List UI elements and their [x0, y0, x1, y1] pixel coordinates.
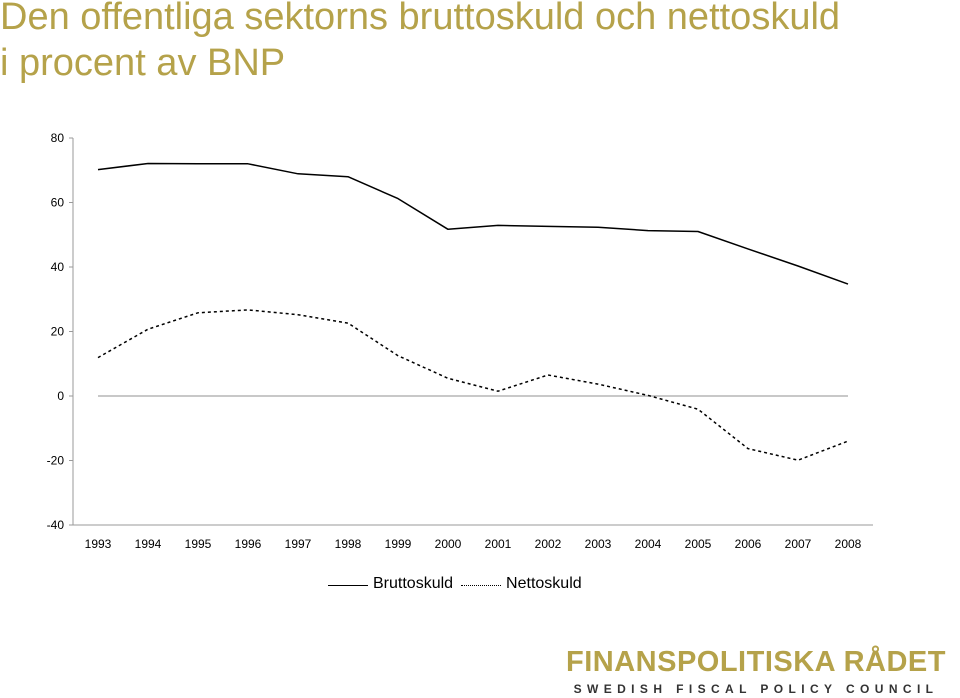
x-tick-label: 2002 [535, 537, 562, 551]
legend-label-bruttoskuld: Bruttoskuld [373, 575, 453, 593]
legend-item-nettoskuld: Nettoskuld [461, 575, 582, 593]
x-tick-labels: 1993 1994 1995 1996 1997 1998 1999 2000 2001 2002… [85, 537, 862, 551]
chart-legend: Bruttoskuld Nettoskuld [328, 575, 582, 593]
legend-item-bruttoskuld: Bruttoskuld [328, 575, 453, 593]
y-tick-label: -40 [47, 518, 65, 532]
series-line-bruttoskuld [98, 164, 848, 285]
x-tick-label: 1995 [185, 537, 212, 551]
x-tick-label: 1996 [235, 537, 262, 551]
x-tick-label: 1997 [285, 537, 312, 551]
series-line-nettoskuld [98, 310, 848, 460]
y-tick-label: 80 [51, 131, 65, 145]
y-tick-label: 0 [57, 389, 64, 403]
y-tick-label: 40 [51, 260, 65, 274]
y-tick-labels: 80 60 40 20 0 -20 -40 [47, 131, 65, 532]
y-tick-label: 60 [51, 196, 65, 210]
logo-tagline: SWEDISH FISCAL POLICY COUNCIL [556, 680, 956, 698]
legend-label-nettoskuld: Nettoskuld [506, 575, 582, 593]
chart-axes [69, 138, 873, 525]
x-tick-label: 2001 [485, 537, 512, 551]
x-tick-label: 2007 [785, 537, 812, 551]
series-lines [98, 163, 848, 460]
x-tick-label: 2006 [735, 537, 762, 551]
x-tick-label: 1999 [385, 537, 412, 551]
x-tick-label: 1994 [135, 537, 162, 551]
legend-swatch-solid [328, 585, 368, 586]
legend-swatch-dotted [461, 585, 501, 586]
y-tick-label: 20 [51, 325, 65, 339]
y-tick-label: -20 [47, 454, 65, 468]
x-tick-label: 2000 [435, 537, 462, 551]
council-logo: FINANSPOLITISKA RÅDET SWEDISH FISCAL POL… [556, 646, 956, 698]
x-tick-label: 2008 [835, 537, 862, 551]
x-tick-label: 1998 [335, 537, 362, 551]
x-tick-label: 2004 [635, 537, 662, 551]
x-tick-label: 2003 [585, 537, 612, 551]
logo-wordmark: FINANSPOLITISKA RÅDET [556, 646, 956, 678]
x-tick-label: 2005 [685, 537, 712, 551]
x-tick-label: 1993 [85, 537, 112, 551]
